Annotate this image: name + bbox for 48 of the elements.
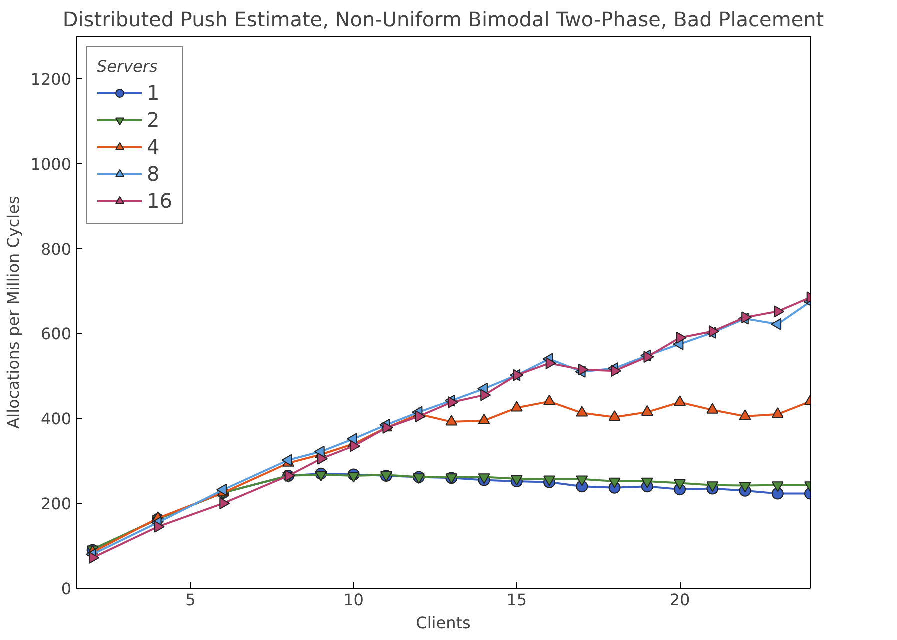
legend-label: 4 (147, 135, 161, 159)
point (739, 482, 752, 493)
x-axis-title: Clients (416, 614, 471, 632)
point (771, 318, 782, 330)
point (382, 422, 394, 434)
x-tick-label: 20 (670, 590, 690, 610)
point (706, 482, 719, 492)
point (317, 452, 328, 465)
y-axis-title: Allocations per Million Cycles (4, 196, 23, 429)
point (315, 471, 328, 482)
point (578, 364, 589, 376)
y-tick-label: 400 (40, 410, 72, 429)
point (513, 369, 524, 382)
x-tick-label: 5 (186, 590, 196, 610)
chart-title: Distributed Push Estimate, Non-Uniform Bimodal Two-Phase, Bad Placement (62, 8, 824, 32)
x-tick-label: 15 (506, 590, 528, 610)
point (576, 476, 588, 486)
legend-label: 2 (147, 108, 161, 132)
point (89, 552, 100, 564)
point (448, 396, 459, 409)
y-tick-label: 1000 (30, 154, 72, 174)
point (641, 478, 654, 488)
y-tick-label: 200 (40, 494, 72, 514)
point (772, 482, 784, 492)
legend-title: Servers (97, 57, 159, 76)
point (611, 365, 622, 378)
y-tick-label: 800 (40, 240, 72, 259)
point (676, 332, 687, 344)
point (708, 326, 720, 338)
point (348, 472, 360, 483)
point (674, 480, 686, 490)
legend-label: 8 (147, 162, 161, 186)
point (608, 478, 621, 488)
point (415, 410, 426, 423)
x-tick-label: 10 (344, 590, 364, 610)
point (480, 389, 492, 402)
y-tick-label: 600 (40, 324, 72, 344)
y-tick-label: 1200 (30, 70, 72, 89)
point (154, 520, 165, 533)
point (644, 351, 654, 364)
point (350, 440, 361, 452)
legend-label: 1 (147, 81, 161, 105)
point (772, 488, 784, 500)
legend-label: 16 (147, 189, 172, 213)
point (220, 498, 230, 510)
point (413, 474, 426, 484)
y-tick-label: 0 (61, 580, 72, 598)
point (546, 357, 556, 370)
